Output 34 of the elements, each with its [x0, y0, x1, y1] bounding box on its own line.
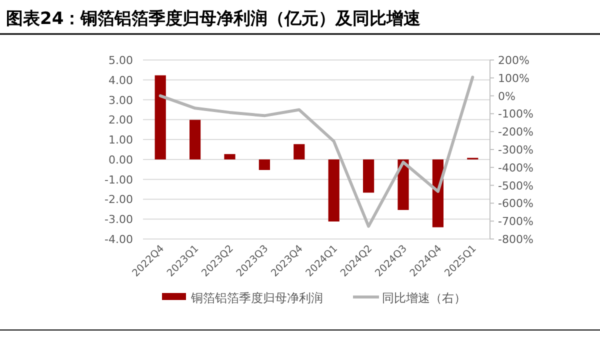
bar [294, 144, 305, 160]
y-tick-label: 0.00 [108, 153, 133, 166]
y-tick-label: 4.00 [108, 74, 133, 87]
y-tick-label: -2.00 [104, 193, 133, 206]
y2-tick-label: -100% [498, 108, 534, 121]
y-tick-label: -4.00 [104, 233, 133, 246]
bar [363, 159, 374, 193]
y2-tick-label: -300% [498, 144, 534, 156]
bar [328, 159, 340, 222]
y-tick-label: 5.00 [108, 54, 133, 67]
title: 图表24：铜箔铝箔季度归母净利润（亿元）及同比增速 [6, 9, 421, 29]
y-tick-label: 3.00 [108, 94, 133, 107]
y-tick-label: -1.00 [104, 173, 133, 186]
y2-tick-label: -800% [498, 233, 534, 246]
y2-tick-label: -200% [498, 126, 534, 139]
y2-tick-label: -500% [498, 179, 534, 192]
legend-label: 同比增速（右） [382, 291, 466, 305]
legend-item: 铜箔铝箔季度归母净利润 [162, 291, 323, 305]
y2-tick-label: 100% [498, 72, 530, 85]
line-series [158, 76, 474, 228]
bar [154, 75, 166, 160]
legend-item: 同比增速（右） [353, 291, 466, 305]
y-tick-label: 2.00 [108, 114, 133, 127]
y-tick-label: 1.00 [108, 134, 133, 147]
legend-label: 铜箔铝箔季度归母净利润 [190, 291, 323, 305]
y2-tick-label: -700% [498, 215, 534, 228]
bar [258, 159, 270, 170]
y-tick-label: -3.00 [104, 213, 133, 226]
y2-tick-label: -400% [498, 161, 534, 174]
y2-tick-label: 0% [498, 90, 516, 103]
y2-tick-label: -600% [498, 197, 534, 210]
bar [190, 120, 201, 160]
y2-tick-label: 200% [498, 54, 530, 67]
bar [224, 154, 236, 160]
